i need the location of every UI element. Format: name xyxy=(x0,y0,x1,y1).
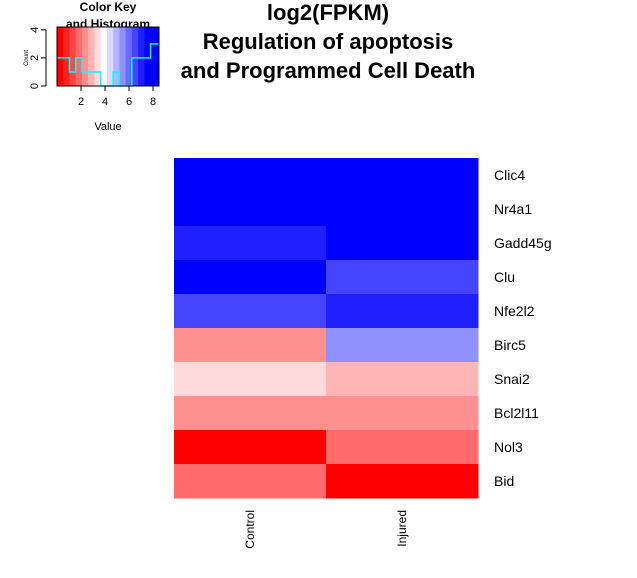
heatmap-cell xyxy=(174,464,327,499)
color-key-band xyxy=(75,27,83,86)
heatmap-cell xyxy=(174,362,327,397)
color-key-band xyxy=(144,27,151,86)
heatmap-cells xyxy=(174,158,479,499)
row-labels: Clic4 Nr4a1 Gadd45g Clu Nfe2l2 Birc5 Snai2 Bcl2… xyxy=(494,167,552,489)
x-tick-label: 2 xyxy=(78,96,84,108)
chart-title-line: Regulation of apoptosis xyxy=(203,29,454,54)
row-label: Birc5 xyxy=(494,337,526,353)
color-key-title-line: Color Key xyxy=(80,0,137,14)
y-tick-label: 4 xyxy=(29,27,41,33)
y-axis-label: Count xyxy=(24,50,30,66)
x-tick-label: 6 xyxy=(126,96,132,108)
row-label: Bid xyxy=(494,473,514,489)
heatmap-cell xyxy=(326,260,479,295)
heatmap-cell xyxy=(326,192,479,227)
color-key-band xyxy=(88,27,95,86)
heatmap-cell xyxy=(326,430,479,465)
heatmap-cell xyxy=(326,362,479,397)
x-tick-label: 4 xyxy=(102,96,108,108)
color-key-band xyxy=(150,27,160,86)
color-key-band xyxy=(113,27,120,86)
heatmap-cell xyxy=(174,260,327,295)
heatmap-cell xyxy=(326,396,479,431)
heatmap-cell xyxy=(174,192,327,227)
column-labels: Control Injured xyxy=(243,510,409,549)
color-key-band xyxy=(131,27,139,86)
y-tick-label: 2 xyxy=(29,55,41,61)
row-label: Nfe2l2 xyxy=(494,303,535,319)
row-label: Clic4 xyxy=(494,167,525,183)
color-key-band xyxy=(94,27,102,86)
row-label: Nol3 xyxy=(494,439,523,455)
color-key-band xyxy=(138,27,145,86)
color-key-band xyxy=(100,27,108,86)
x-tick-label: 8 xyxy=(150,96,156,108)
color-key-bands xyxy=(57,27,160,86)
heatmap-cell xyxy=(326,226,479,261)
heatmap-cell xyxy=(326,328,479,363)
chart-title-line: and Programmed Cell Death xyxy=(181,58,476,83)
color-key-x-axis: 2 4 6 8 Value xyxy=(78,86,156,133)
column-label: Injured xyxy=(395,510,409,547)
color-key-band xyxy=(119,27,127,86)
heatmap-cell xyxy=(174,294,327,329)
column-label: Control xyxy=(243,510,257,549)
row-label: Bcl2l11 xyxy=(494,405,539,421)
heatmap-cell xyxy=(174,396,327,431)
color-key-band xyxy=(57,27,64,86)
color-key-band xyxy=(63,27,70,86)
chart-title: log2(FPKM) Regulation of apoptosis and Pro… xyxy=(181,0,476,83)
color-key-band xyxy=(69,27,77,86)
heatmap-cell xyxy=(326,464,479,499)
heatmap-cell xyxy=(326,294,479,329)
x-axis-label: Value xyxy=(94,121,121,133)
color-key-border xyxy=(56,26,160,87)
y-tick-label: 0 xyxy=(29,83,41,89)
color-key-frame xyxy=(56,26,160,87)
row-label: Gadd45g xyxy=(494,235,552,251)
color-key-band xyxy=(81,27,89,86)
heatmap-cell xyxy=(174,158,327,193)
color-key-band xyxy=(125,27,133,86)
heatmap-cell xyxy=(174,328,327,363)
chart-title-line: log2(FPKM) xyxy=(267,0,389,25)
color-key-band xyxy=(106,27,114,86)
row-label: Clu xyxy=(494,269,515,285)
color-key-y-axis: 0 2 4 Count xyxy=(24,27,47,89)
heatmap-cell xyxy=(174,226,327,261)
heatmap-cell xyxy=(326,158,479,193)
row-label: Snai2 xyxy=(494,371,530,387)
heatmap-cell xyxy=(174,430,327,465)
row-label: Nr4a1 xyxy=(494,201,532,217)
